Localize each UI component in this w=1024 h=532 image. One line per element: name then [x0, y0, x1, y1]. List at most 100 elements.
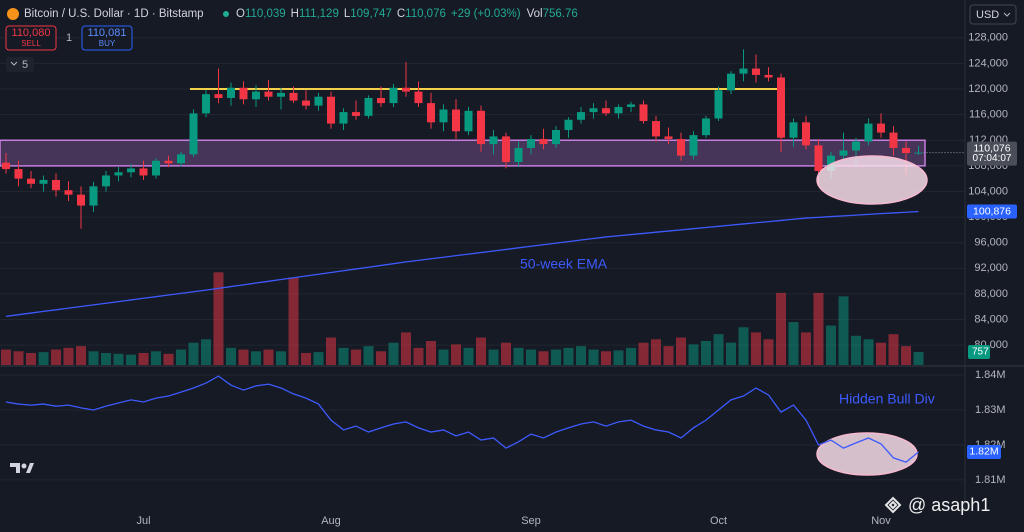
- volume-bar: [563, 347, 574, 365]
- candle-body: [852, 141, 860, 151]
- price-layer: [2, 49, 965, 229]
- symbol-title: Bitcoin / U.S. Dollar · 1D · Bitstamp: [24, 8, 204, 20]
- candle-body: [277, 92, 285, 97]
- last-price-tag: [967, 141, 1017, 166]
- candle-body: [314, 96, 323, 106]
- volume-bar: [726, 342, 736, 365]
- volume-bar: [651, 339, 661, 365]
- candle-body: [564, 119, 573, 131]
- candle-body: [402, 87, 410, 92]
- volume-bar: [376, 351, 386, 365]
- candle-body: [164, 160, 173, 164]
- indicators-toggle[interactable]: 5: [6, 57, 34, 72]
- volume-bar: [438, 349, 449, 365]
- toggle-box: [6, 57, 34, 72]
- volume-bar: [413, 347, 424, 365]
- volume-tag-label: 757: [972, 347, 989, 358]
- candle-body: [339, 112, 348, 124]
- volume-bar: [626, 347, 636, 365]
- volume-bar: [501, 342, 511, 365]
- volume-layer: [1, 272, 924, 365]
- candle-body: [664, 136, 673, 139]
- candle-body: [364, 97, 373, 116]
- candle-body: [202, 94, 210, 114]
- volume-bar: [788, 322, 799, 365]
- volume-bar: [326, 337, 336, 365]
- candle-body: [727, 73, 735, 91]
- candle-body: [789, 122, 798, 138]
- volume-bar: [401, 332, 411, 365]
- volume-bar: [663, 346, 674, 365]
- volume-bar: [26, 352, 36, 365]
- volume-bar: [526, 349, 536, 365]
- volume-bar: [88, 351, 99, 365]
- x-tick-label: Jul: [136, 515, 150, 527]
- y-tick-label: 120,000: [968, 83, 1008, 95]
- volume-bar: [213, 272, 224, 365]
- candle-body: [589, 108, 598, 113]
- candle-body: [889, 132, 898, 148]
- candle-body: [639, 104, 648, 122]
- change-value: +29 (+0.03%): [451, 8, 521, 20]
- last-price-label: 110,076: [973, 142, 1010, 154]
- y-tick-label: 104,000: [968, 185, 1008, 197]
- candle-body: [152, 160, 160, 176]
- candle-body: [389, 87, 398, 104]
- ohlc-legend: O110,039 H111,129 L109,747 C110,076 +29 (+0.…: [236, 8, 578, 20]
- candle-body: [477, 110, 485, 145]
- ohlc-key: H: [291, 8, 299, 20]
- candle-body: [914, 152, 923, 154]
- candle-body: [577, 112, 585, 120]
- ema-annotation: 50-week EMA: [520, 256, 608, 272]
- volume-bar: [363, 346, 374, 365]
- candle-body: [77, 194, 85, 206]
- y-tick-label: 1.84M: [975, 369, 1006, 381]
- candle-body: [689, 135, 698, 156]
- candle-body: [552, 130, 560, 145]
- candle-body: [752, 68, 760, 75]
- y-tick-label: 1.81M: [975, 474, 1006, 486]
- candle-body: [614, 106, 623, 114]
- candle-body: [352, 112, 360, 116]
- currency-select[interactable]: USD: [969, 4, 1017, 25]
- indicator-line: [5, 375, 919, 463]
- watermark-text: @ asaph1: [908, 495, 990, 515]
- indicators-count: 5: [22, 59, 28, 71]
- volume-bar: [888, 334, 899, 365]
- volume-bar: [251, 351, 261, 365]
- candle-body: [2, 162, 10, 170]
- candle-body: [327, 96, 335, 124]
- watermark-icon: [884, 496, 902, 514]
- market-status: [223, 11, 229, 17]
- chevron: [10, 61, 18, 66]
- buy-price: 110,081: [88, 27, 127, 39]
- candle-body: [539, 138, 548, 145]
- sell-button[interactable]: 110,080 SELL: [5, 25, 57, 51]
- candle-body: [102, 175, 110, 187]
- candle-body: [527, 138, 535, 148]
- range-band: [0, 139, 926, 167]
- quantity: 1: [66, 32, 72, 44]
- volume-bar: [701, 340, 711, 365]
- volume-bar: [876, 342, 886, 365]
- volume-bar: [51, 349, 61, 365]
- candle-body: [839, 150, 848, 156]
- volume-bar: [63, 347, 74, 365]
- candle-body: [452, 109, 460, 132]
- volume-bar: [588, 349, 599, 365]
- volume-bar: [13, 351, 24, 365]
- x-tick-label: Oct: [710, 515, 727, 527]
- candle-body: [14, 169, 23, 179]
- volume-bar: [113, 353, 124, 365]
- ohlc-value: 109,747: [350, 8, 392, 20]
- volume-bar: [901, 346, 911, 365]
- buy-label: BUY: [99, 39, 116, 48]
- buy-button[interactable]: 110,081 BUY: [81, 25, 133, 51]
- highlight-ellipse: [816, 432, 918, 476]
- countdown-label: 07:04:07: [973, 153, 1012, 164]
- x-tick-label: Sep: [521, 515, 541, 527]
- ohlc-key: C: [397, 8, 405, 20]
- volume-bar: [138, 352, 149, 365]
- volume-bar: [101, 352, 111, 365]
- volume-tag: [968, 345, 990, 360]
